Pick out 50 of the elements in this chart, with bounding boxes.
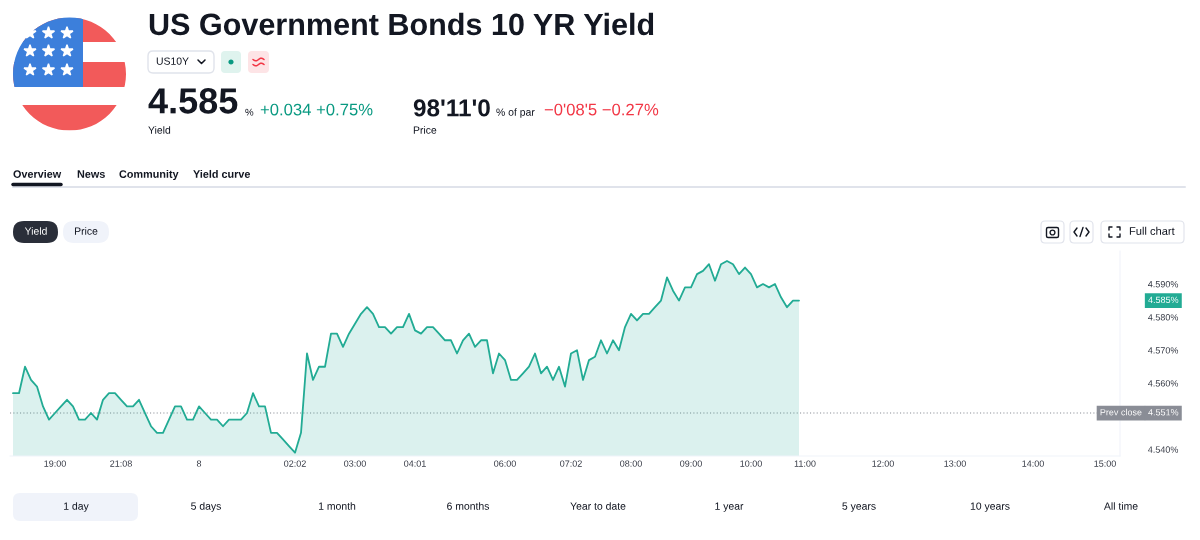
x-tick-label: 06:00 (494, 460, 516, 467)
x-tick-label: 09:00 (680, 460, 702, 467)
x-tick-label: 07:02 (560, 460, 582, 467)
text: 4.585 (148, 88, 238, 114)
text: Price (413, 126, 437, 134)
text: % (245, 108, 254, 116)
y-tick-label: 4.560% (1147, 380, 1179, 387)
y-tick-label: 4.570% (1147, 347, 1179, 354)
text: 98'11'0 (413, 99, 490, 117)
x-tick-label: 12:00 (872, 460, 894, 467)
y-tick-label: 4.580% (1147, 314, 1179, 321)
text: Yield (148, 126, 171, 134)
x-tick-label: 02:02 (284, 460, 306, 467)
ref-line-label: Prev close (1100, 408, 1142, 416)
text: +0.034 +0.75% (260, 103, 373, 116)
x-tick-label: 04:01 (404, 460, 426, 467)
text: Year to date (570, 502, 626, 510)
text: All time (1103, 502, 1138, 510)
x-tick-label: 15:00 (1094, 460, 1116, 467)
x-tick-label: 08:00 (620, 460, 642, 467)
text: 1 year (715, 502, 744, 512)
y-tick-label: 4.540% (1147, 446, 1179, 453)
text: Price (74, 227, 98, 235)
text: 5 days (191, 502, 221, 512)
text: Community (119, 169, 179, 181)
chart-subtitle: US10Y (156, 57, 189, 65)
text: 1 day (64, 502, 89, 512)
x-tick-label: 8 (196, 460, 202, 467)
x-tick-label: 10:00 (740, 460, 762, 467)
text: −0'08'5 −0.27% (544, 103, 659, 116)
y-tick-label: 4.590% (1147, 281, 1179, 288)
text: Yield (24, 227, 47, 235)
x-tick-label: 19:00 (44, 460, 66, 467)
text: 6 months (447, 502, 490, 510)
x-tick-label: 11:00 (794, 460, 816, 467)
text: % of par (496, 108, 535, 118)
text: 10 years (970, 502, 1010, 512)
text: Overview (13, 169, 62, 178)
x-tick-label: 13:00 (944, 460, 966, 467)
text: Yield curve (193, 169, 251, 178)
text: Full chart (1129, 226, 1175, 235)
x-tick-label: 03:00 (344, 460, 366, 467)
text: 4.585% (1148, 296, 1179, 304)
chart-title: US Government Bonds 10 YR Yield (149, 12, 654, 36)
text: 1 month (318, 502, 356, 510)
text: 5 years (842, 502, 876, 512)
text: News (77, 170, 105, 178)
x-tick-label: 14:00 (1022, 460, 1044, 467)
x-tick-label: 21:08 (110, 460, 132, 467)
text: 4.551% (1148, 409, 1179, 416)
